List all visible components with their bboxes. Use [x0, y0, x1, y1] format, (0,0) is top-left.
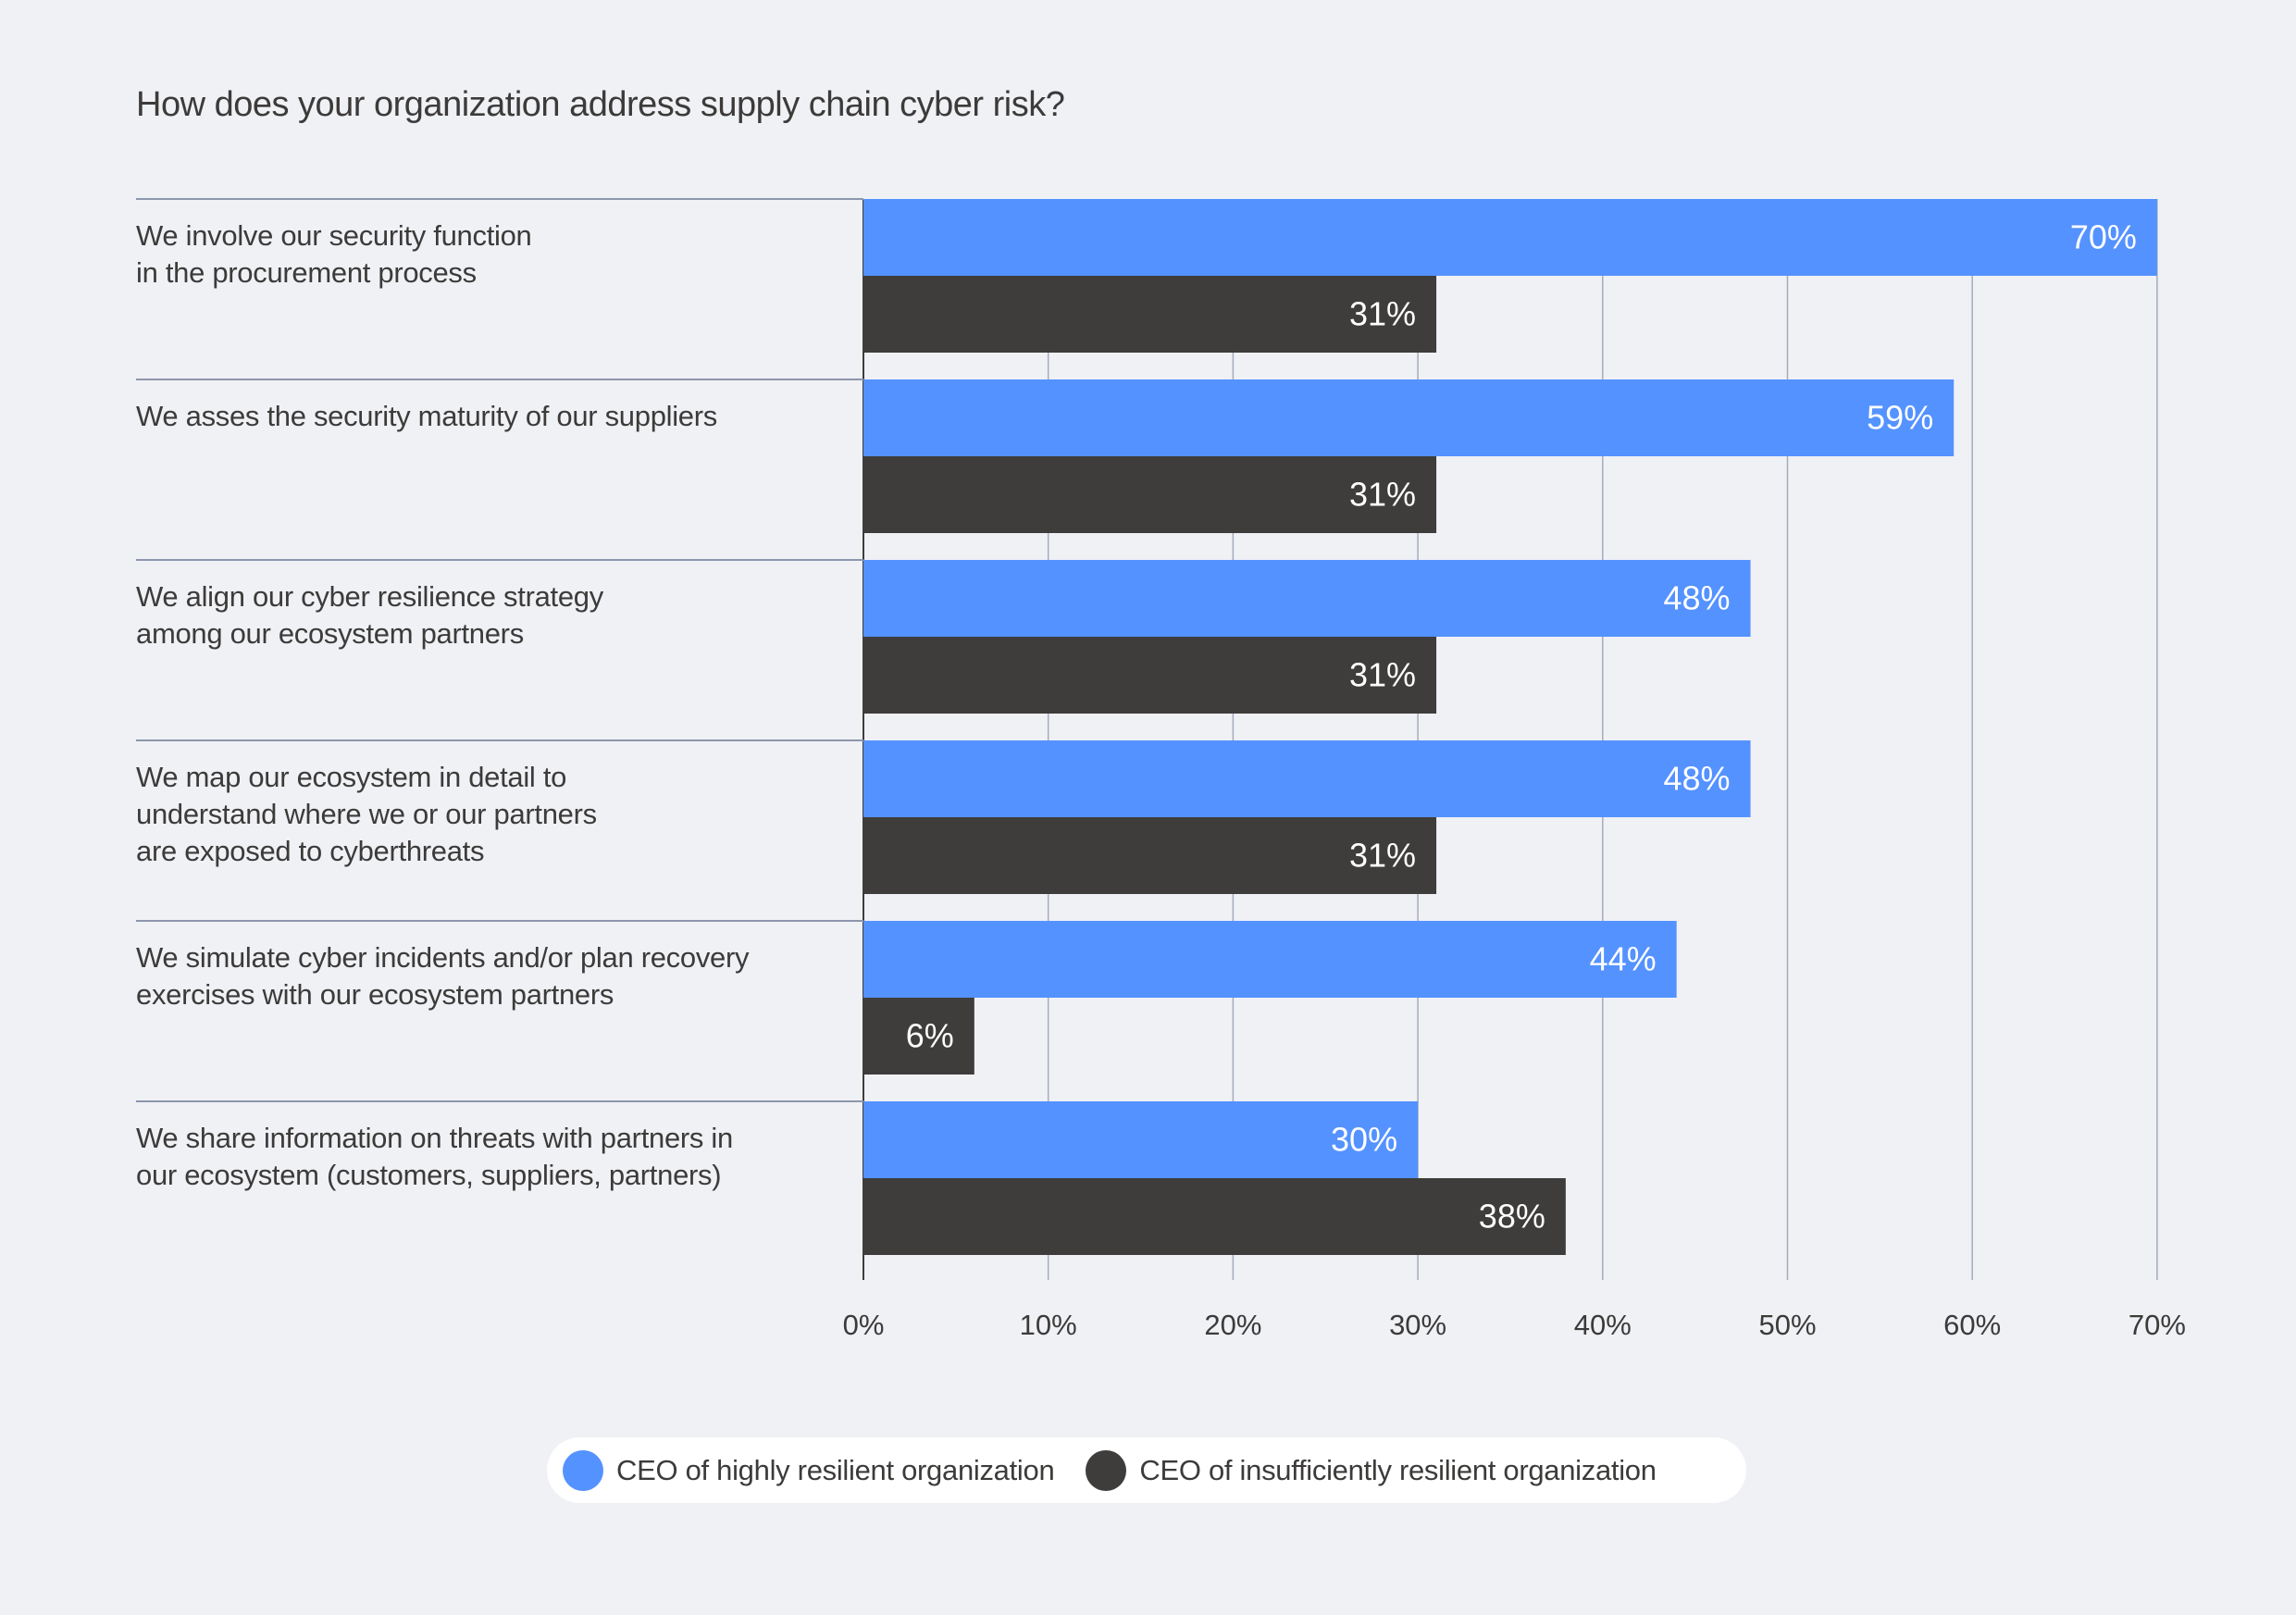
legend-label: CEO of highly resilient organization	[616, 1453, 1055, 1486]
category-label: We align our cyber resilience strategy am…	[136, 578, 839, 652]
category-label: We asses the security maturity of our su…	[136, 398, 839, 435]
data-label: 31%	[1349, 476, 1416, 514]
bar	[863, 1178, 1566, 1255]
bar-chart: 0% 10% 20% 30% 40% 50% 60% 70% 70% 31% 59% 31% 48% 31…	[136, 198, 2186, 1341]
data-label: 6%	[906, 1017, 954, 1055]
bar	[863, 998, 974, 1075]
bar	[863, 1101, 1419, 1178]
x-tick-label: 60%	[1943, 1309, 2001, 1341]
category-label-line: exercises with our ecosystem partners	[136, 978, 614, 1011]
category-label: We involve our security function in the p…	[136, 217, 839, 292]
data-label: 44%	[1590, 940, 1657, 978]
category-label-line: We share information on threats with par…	[136, 1122, 733, 1154]
bar	[863, 817, 1437, 894]
x-tick-label: 20%	[1204, 1309, 1261, 1341]
data-label: 59%	[1867, 399, 1933, 437]
bar	[863, 560, 1751, 637]
bar	[863, 921, 1677, 998]
category-label-line: We involve our security function	[136, 219, 532, 252]
data-label: 31%	[1349, 295, 1416, 333]
category-label-line: We map our ecosystem in detail to	[136, 761, 567, 793]
x-tick-label: 0%	[843, 1309, 885, 1341]
bar	[863, 199, 2157, 276]
category-label-line: are exposed to cyberthreats	[136, 835, 485, 867]
data-label: 48%	[1663, 760, 1730, 798]
data-label: 31%	[1349, 837, 1416, 875]
x-tick-label: 40%	[1574, 1309, 1632, 1341]
category-label-line: We align our cyber resilience strategy	[136, 580, 603, 613]
category-label-line: understand where we or our partners	[136, 798, 597, 830]
x-tick-label: 50%	[1758, 1309, 1816, 1341]
category-label: We share information on threats with par…	[136, 1120, 839, 1194]
data-label: 48%	[1663, 579, 1730, 617]
x-tick-label: 70%	[2128, 1309, 2186, 1341]
category-label-line: in the procurement process	[136, 256, 477, 289]
category-label-line: our ecosystem (customers, suppliers, par…	[136, 1159, 722, 1191]
chart-title: How does your organization address suppl…	[136, 85, 1065, 124]
legend-swatch-blue-icon	[563, 1449, 603, 1491]
category-label-line: We asses the security maturity of our su…	[136, 400, 717, 432]
data-label: 38%	[1479, 1198, 1545, 1236]
legend-swatch-dark-icon	[1086, 1449, 1127, 1491]
bar	[863, 740, 1751, 817]
bar	[863, 456, 1437, 533]
bar	[863, 276, 1437, 353]
category-label-line: We simulate cyber incidents and/or plan …	[136, 941, 750, 974]
legend-label: CEO of insufficiently resilient organiza…	[1139, 1453, 1657, 1486]
x-tick-label: 10%	[1020, 1309, 1077, 1341]
data-label: 70%	[2070, 218, 2137, 256]
bar	[863, 637, 1437, 714]
data-label: 31%	[1349, 656, 1416, 694]
legend-item-insufficiently-resilient: CEO of insufficiently resilient organiza…	[1086, 1449, 1657, 1491]
legend: CEO of highly resilient organization CEO…	[547, 1437, 1746, 1503]
legend-item-highly-resilient: CEO of highly resilient organization	[563, 1449, 1055, 1491]
bar	[863, 379, 1955, 456]
category-label: We map our ecosystem in detail to underst…	[136, 759, 839, 870]
data-label: 30%	[1331, 1121, 1397, 1159]
category-label: We simulate cyber incidents and/or plan …	[136, 939, 839, 1013]
category-label-line: among our ecosystem partners	[136, 617, 524, 650]
x-tick-label: 30%	[1389, 1309, 1446, 1341]
